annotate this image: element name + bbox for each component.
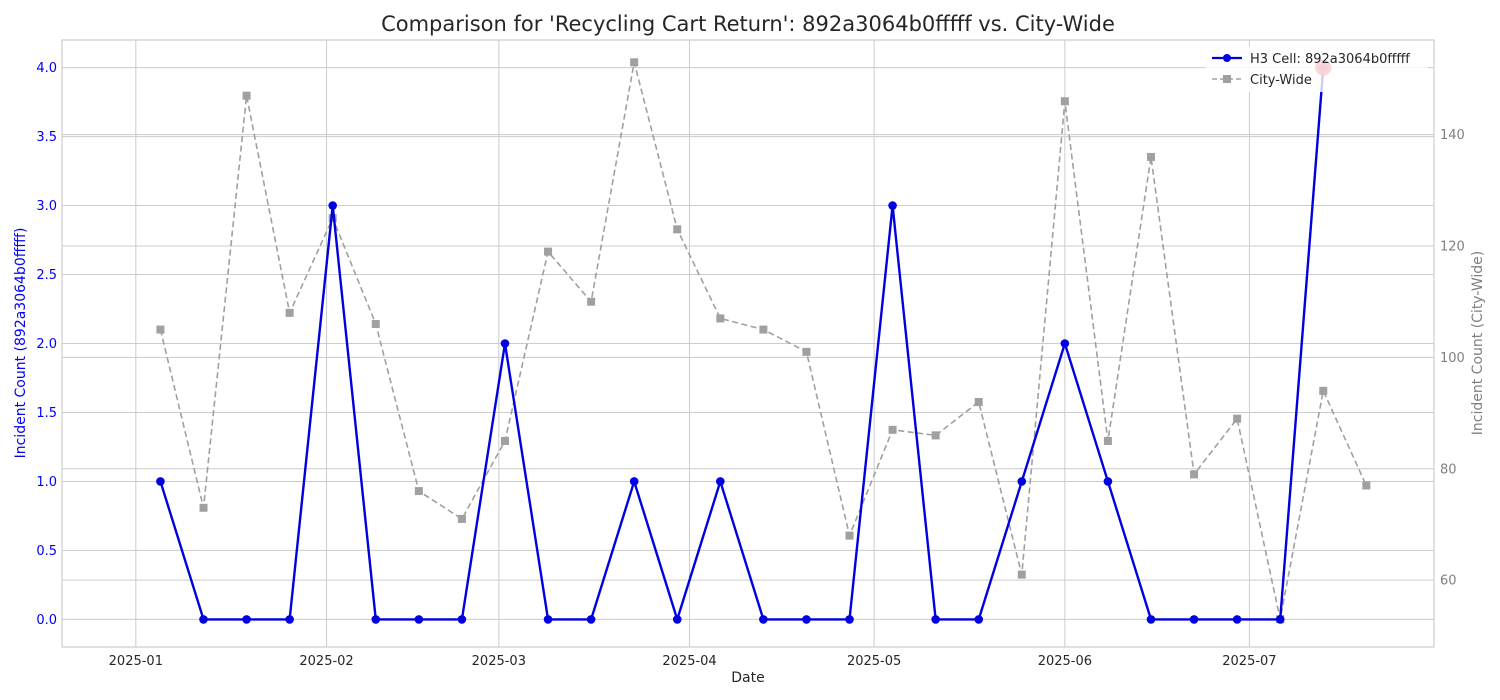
h3-point (1060, 339, 1070, 348)
citywide-point (673, 225, 682, 234)
grid-layer (62, 40, 1434, 647)
y-tick-label-left: 1.0 (36, 475, 57, 490)
h3-point (242, 615, 251, 624)
h3-point (1146, 615, 1156, 624)
h3-point (543, 615, 553, 624)
series-layer (156, 58, 1371, 624)
citywide-point (328, 214, 337, 223)
h3-point (1232, 615, 1242, 624)
h3-point (1017, 477, 1027, 486)
h3-point (974, 615, 984, 624)
citywide-point (974, 397, 983, 406)
h3-point (672, 615, 682, 624)
y-tick-label-left: 3.5 (36, 130, 57, 145)
x-tick-label: 2025-02 (299, 654, 353, 669)
h3-point (802, 615, 811, 624)
citywide-point (716, 314, 725, 323)
citywide-point (371, 320, 380, 329)
citywide-point (845, 531, 854, 540)
y-tick-label-left: 1.5 (36, 406, 57, 421)
citywide-point (1017, 570, 1026, 579)
citywide-point (802, 347, 811, 356)
y-tick-label-right: 120 (1440, 240, 1465, 255)
y-tick-label-right: 100 (1440, 351, 1465, 366)
citywide-point (1060, 97, 1069, 106)
h3-point (414, 615, 424, 624)
citywide-point (156, 325, 165, 334)
axes-layer: 2025-01 2025-02 2025-03 2025-04 2025-05 2025-… (36, 39, 1465, 669)
citywide-point (888, 425, 897, 434)
citywide-point (544, 247, 553, 256)
citywide-point (457, 514, 466, 523)
citywide-series-line (159, 62, 1368, 620)
citywide-point (1103, 436, 1112, 445)
y-tick-label-right: 80 (1440, 462, 1457, 477)
h3-point (500, 339, 510, 348)
y-tick-label-left: 0.0 (36, 613, 57, 628)
citywide-point (931, 431, 940, 440)
citywide-point (630, 58, 639, 67)
citywide-point (1319, 386, 1328, 395)
citywide-point (759, 325, 768, 334)
h3-point (759, 615, 768, 624)
h3-point (1189, 615, 1199, 624)
x-axis-label: Date (731, 670, 764, 686)
legend-swatch-h3-marker (1223, 54, 1231, 62)
h3-point (457, 615, 467, 624)
x-tick-label: 2025-06 (1038, 654, 1092, 669)
citywide-point (1362, 481, 1371, 490)
h3-point (586, 615, 596, 624)
citywide-point (587, 297, 596, 306)
x-tick-label: 2025-03 (472, 654, 526, 669)
h3-point (199, 615, 208, 624)
h3-point (629, 477, 639, 486)
y-tick-label-left: 3.0 (36, 199, 57, 214)
citywide-point (242, 91, 251, 100)
h3-point (716, 477, 725, 486)
legend-label-citywide: City-Wide (1250, 73, 1312, 88)
y-tick-label-left: 2.0 (36, 337, 57, 352)
x-tick-label: 2025-04 (662, 654, 716, 669)
y-tick-label-left: 4.0 (36, 61, 57, 76)
y-axis-label-left: Incident Count (892a3064b0fffff) (13, 228, 29, 459)
h3-point (285, 615, 294, 624)
chart-title: Comparison for 'Recycling Cart Return': … (381, 12, 1115, 36)
y-tick-label-left: 2.5 (36, 268, 57, 283)
citywide-point (414, 487, 423, 496)
y-tick-label-right: 140 (1440, 128, 1465, 143)
h3-point (1103, 477, 1113, 486)
x-tick-label: 2025-01 (109, 654, 163, 669)
legend-label-h3: H3 Cell: 892a3064b0fffff (1250, 52, 1410, 67)
plot-frame (61, 39, 1435, 648)
y-tick-label-left: 0.5 (36, 544, 57, 559)
h3-point (328, 201, 338, 210)
h3-point (888, 201, 897, 210)
x-tick-label: 2025-07 (1222, 654, 1276, 669)
citywide-point (1190, 470, 1199, 479)
citywide-point (1233, 414, 1242, 423)
h3-point (1275, 615, 1285, 624)
h3-point (371, 615, 381, 624)
h3-point (156, 477, 165, 486)
h3-point (931, 615, 940, 624)
h3-point (845, 615, 854, 624)
citywide-point (285, 308, 294, 317)
h3-series-line (159, 67, 1325, 621)
x-tick-label: 2025-05 (847, 654, 901, 669)
legend: H3 Cell: 892a3064b0fffff City-Wide (1206, 46, 1428, 92)
legend-swatch-citywide-marker (1223, 75, 1231, 83)
citywide-point (500, 436, 509, 445)
citywide-point (1146, 152, 1155, 161)
y-axis-label-right: Incident Count (City-Wide) (1470, 251, 1486, 435)
y-tick-label-right: 60 (1440, 574, 1457, 589)
citywide-point (199, 503, 208, 512)
